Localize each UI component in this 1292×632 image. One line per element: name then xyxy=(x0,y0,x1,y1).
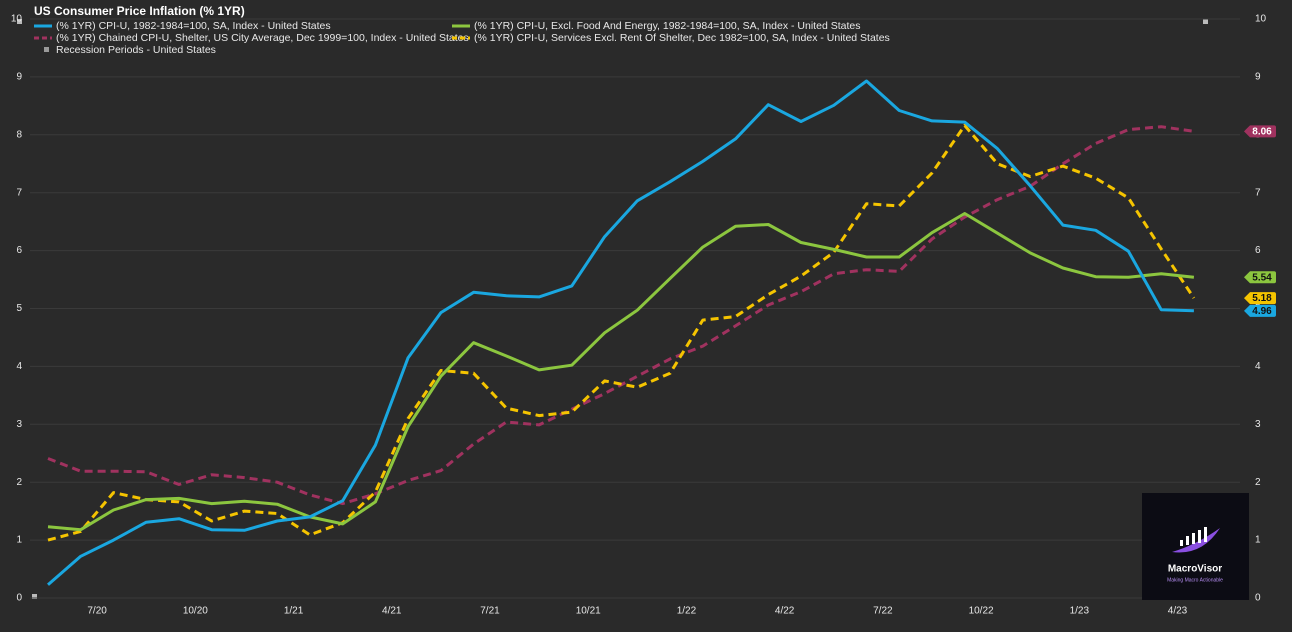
y-tick-label: 10 xyxy=(11,14,23,25)
corner-marker xyxy=(1203,19,1208,24)
y-tick-label: 1 xyxy=(16,535,22,546)
watermark-logo xyxy=(1198,530,1201,543)
y2-tick-label: 6 xyxy=(1255,245,1261,256)
y2-tick-label: 7 xyxy=(1255,187,1261,198)
legend-swatch xyxy=(44,47,49,52)
x-tick-label: 1/22 xyxy=(677,606,697,617)
legend-label: (% 1YR) CPI-U, Services Excl. Rent Of Sh… xyxy=(474,32,890,44)
y2-tick-label: 10 xyxy=(1255,14,1267,25)
corner-marker xyxy=(17,19,22,24)
watermark-tagline: Making Macro Actionable xyxy=(1167,577,1223,583)
value-label: 4.96 xyxy=(1252,306,1272,317)
watermark-logo xyxy=(1180,540,1183,546)
watermark-logo xyxy=(1192,533,1195,544)
y-tick-label: 3 xyxy=(16,419,22,430)
y-tick-label: 8 xyxy=(16,129,22,140)
x-tick-label: 4/23 xyxy=(1168,606,1188,617)
x-tick-label: 10/20 xyxy=(183,606,208,617)
chart-title: US Consumer Price Inflation (% 1YR) xyxy=(34,4,245,18)
x-tick-label: 7/22 xyxy=(873,606,893,617)
x-tick-label: 4/22 xyxy=(775,606,795,617)
legend-label: (% 1YR) Chained CPI-U, Shelter, US City … xyxy=(56,32,469,44)
value-label: 5.54 xyxy=(1252,272,1272,283)
x-tick-label: 10/21 xyxy=(576,606,601,617)
series-line xyxy=(47,124,1196,542)
x-tick-label: 10/22 xyxy=(969,606,994,617)
value-tag xyxy=(1244,125,1276,138)
x-tick-label: 4/21 xyxy=(382,606,402,617)
watermark: MacroVisor Making Macro Actionable xyxy=(1142,493,1249,600)
watermark-logo xyxy=(1204,527,1207,542)
value-label: 8.06 xyxy=(1252,126,1272,137)
series-line xyxy=(47,79,1194,586)
y-tick-label: 7 xyxy=(16,187,22,198)
value-tag xyxy=(1244,271,1276,284)
x-tick-label: 1/21 xyxy=(284,606,304,617)
legend-label: (% 1YR) CPI-U, Excl. Food And Energy, 19… xyxy=(474,20,860,32)
y-tick-label: 4 xyxy=(16,361,22,372)
value-label: 5.18 xyxy=(1252,293,1272,304)
y2-tick-label: 2 xyxy=(1255,477,1261,488)
legend-label: (% 1YR) CPI-U, 1982-1984=100, SA, Index … xyxy=(56,20,331,32)
legend-label: Recession Periods - United States xyxy=(56,44,216,56)
y2-tick-label: 4 xyxy=(1255,361,1261,372)
y-tick-label: 9 xyxy=(16,72,22,83)
value-tag xyxy=(1244,304,1276,317)
y2-tick-label: 9 xyxy=(1255,72,1261,83)
y-tick-label: 2 xyxy=(16,477,22,488)
x-tick-label: 7/21 xyxy=(480,606,500,617)
y2-tick-label: 0 xyxy=(1255,593,1261,604)
watermark-logo xyxy=(1172,528,1220,553)
y-tick-label: 5 xyxy=(16,303,22,314)
y-tick-label: 0 xyxy=(16,593,22,604)
y2-tick-label: 1 xyxy=(1255,535,1261,546)
y-tick-label: 6 xyxy=(16,245,22,256)
watermark-logo xyxy=(1186,536,1189,545)
value-tag xyxy=(1244,292,1276,305)
watermark-name: MacroVisor xyxy=(1168,564,1222,575)
x-tick-label: 7/20 xyxy=(87,606,107,617)
x-tick-label: 1/23 xyxy=(1070,606,1090,617)
series-line xyxy=(47,212,1195,532)
corner-marker xyxy=(32,594,37,599)
y2-tick-label: 3 xyxy=(1255,419,1261,430)
